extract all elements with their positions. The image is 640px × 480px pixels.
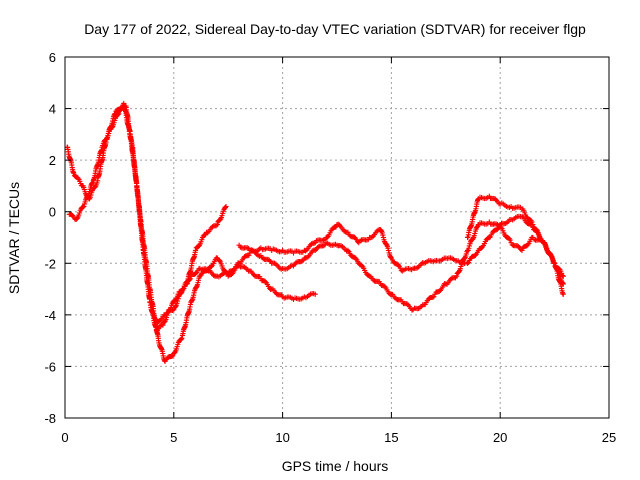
data-point <box>112 111 118 117</box>
y-tick-label: 0 <box>49 205 56 220</box>
data-point <box>560 281 566 287</box>
series-trace-4 <box>236 219 566 313</box>
data-point <box>560 291 566 297</box>
sample-marker <box>559 272 566 279</box>
sample-marker <box>178 336 184 342</box>
data-point <box>464 260 471 266</box>
sample-marker <box>430 294 436 300</box>
y-tick-label: -4 <box>44 308 56 323</box>
y-tick-label: -6 <box>44 359 56 374</box>
sample-marker <box>385 245 391 251</box>
sample-marker <box>186 277 193 283</box>
data-point <box>71 170 77 176</box>
x-tick-label: 5 <box>170 430 177 445</box>
data-point <box>312 291 318 297</box>
x-tick-label: 20 <box>493 430 507 445</box>
series-trace-5 <box>464 193 566 279</box>
sample-marker <box>170 353 176 359</box>
data-point <box>179 286 186 292</box>
series-trace-2 <box>64 100 318 364</box>
grid-lines <box>65 57 609 418</box>
sample-marker <box>431 294 437 300</box>
sample-marker <box>529 219 535 225</box>
sample-marker <box>378 227 384 234</box>
sample-marker <box>174 298 181 304</box>
x-tick-label: 25 <box>602 430 616 445</box>
series-trace-3 <box>153 213 566 326</box>
sample-marker <box>174 300 180 306</box>
data-point <box>560 273 566 279</box>
sample-marker <box>466 245 472 251</box>
sample-marker <box>359 262 365 269</box>
sample-marker <box>355 239 361 245</box>
sample-marker <box>178 290 184 296</box>
sample-marker <box>81 203 87 209</box>
sample-marker <box>507 237 513 243</box>
x-tick-label: 0 <box>61 430 68 445</box>
sample-marker <box>543 243 549 249</box>
y-axis-label: SDTVAR / TECUs <box>6 182 22 294</box>
data-point <box>552 260 558 266</box>
y-tick-label: 6 <box>49 50 56 65</box>
sample-marker <box>222 204 228 211</box>
x-axis-label: GPS time / hours <box>282 458 389 474</box>
sample-marker <box>324 235 330 241</box>
data-point <box>197 273 203 279</box>
y-tick-label: -8 <box>44 411 56 426</box>
data-point <box>192 247 199 253</box>
axis-ticks: 0 5 10 15 20 25 -8 -6 -4 -2 0 2 4 6 <box>44 50 616 445</box>
data-point <box>530 222 536 228</box>
data-point <box>454 273 460 279</box>
sample-marker <box>494 226 500 232</box>
sample-marker <box>192 271 199 277</box>
sample-marker <box>88 192 94 198</box>
sample-marker <box>385 247 392 254</box>
data-point <box>519 247 525 253</box>
sample-marker <box>560 280 566 286</box>
data-points <box>64 100 566 364</box>
y-tick-label: 4 <box>49 102 56 117</box>
sample-marker <box>458 263 464 270</box>
y-tick-label: 2 <box>49 153 56 168</box>
x-tick-label: 10 <box>275 430 289 445</box>
sample-marker <box>179 335 185 341</box>
data-point <box>345 247 351 253</box>
data-point <box>223 203 229 210</box>
plot-frame <box>64 56 610 419</box>
sample-marker <box>179 289 185 295</box>
sample-marker <box>380 234 386 241</box>
x-tick-label: 15 <box>384 430 398 445</box>
sample-marker <box>187 276 193 282</box>
data-point <box>160 322 166 328</box>
data-point <box>214 222 220 228</box>
sample-marker <box>456 268 462 275</box>
chart-title: Day 177 of 2022, Sidereal Day-to-day VTE… <box>84 21 586 37</box>
sample-marker <box>380 232 386 238</box>
data-point <box>486 234 492 241</box>
y-tick-label: -2 <box>44 256 56 271</box>
sample-marker <box>472 230 478 237</box>
sample-marker <box>219 213 225 219</box>
sample-marker <box>463 251 469 257</box>
